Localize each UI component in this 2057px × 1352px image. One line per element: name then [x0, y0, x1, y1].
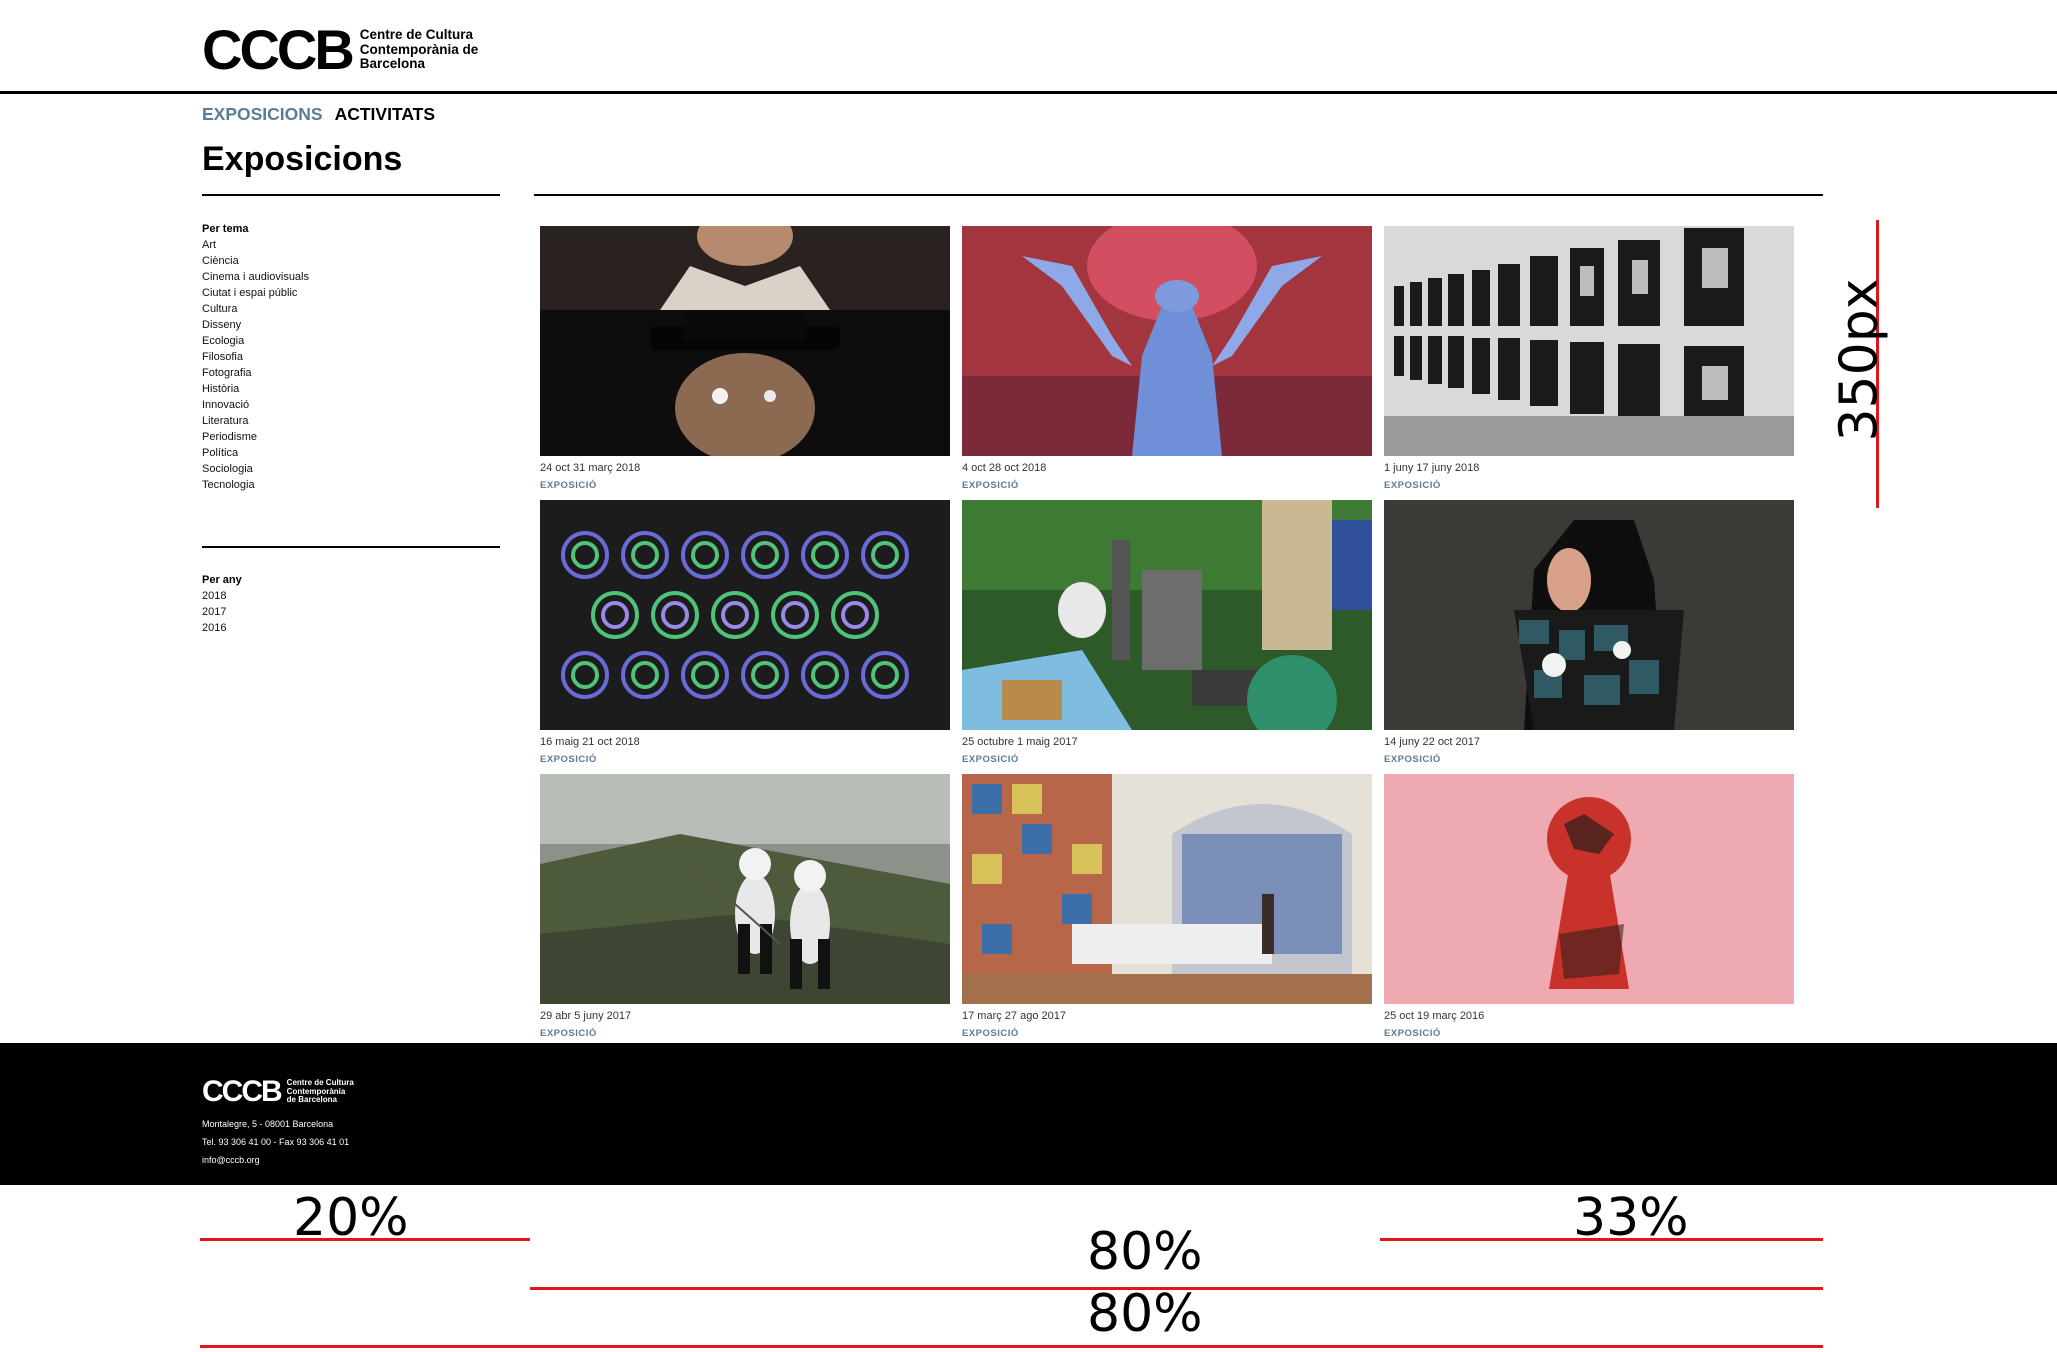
- nav-activitats[interactable]: ACTIVITATS: [334, 104, 436, 124]
- exhibition-image[interactable]: [540, 226, 950, 456]
- exhibition-dates: 29 abr 5 juny 2017: [540, 1010, 632, 1022]
- exhibition-dates: 1 juny 17 juny 2018: [1384, 462, 1480, 474]
- year-item[interactable]: 2017: [202, 606, 227, 618]
- footer-logo-line: Centre de Cultura: [286, 1078, 354, 1088]
- logo-line: Centre de Cultura: [359, 27, 474, 43]
- nav-exposicions[interactable]: EXPOSICIONS: [202, 104, 323, 124]
- exhibition-dates: 25 oct 19 març 2016: [1384, 1010, 1485, 1022]
- exhibition-card[interactable]: 25 octubre 1 maig 2017 EXPOSICIÓ: [962, 500, 1372, 765]
- footer-logo-line: Contemporània: [286, 1086, 346, 1096]
- exhibition-image[interactable]: [1384, 500, 1794, 730]
- year-list: 2018 2017 2016: [202, 588, 242, 636]
- topic-list: Art Ciència Cinema i audiovisuals Ciutat…: [202, 237, 309, 493]
- exhibition-dates: 16 maig 21 oct 2018: [540, 736, 640, 748]
- column-width-guide: [1380, 1238, 1823, 1241]
- exhibition-image[interactable]: [540, 774, 950, 1004]
- height-guide-label: 350px: [1810, 278, 1910, 442]
- topic-item[interactable]: Ciutat i espai públic: [202, 287, 298, 299]
- header-divider: [0, 91, 2057, 94]
- footer-phone: Tel. 93 306 41 00 - Fax 93 306 41 01: [202, 1137, 350, 1147]
- filter-by-topic: Per tema Art Ciència Cinema i audiovisua…: [202, 221, 309, 493]
- exhibition-type: EXPOSICIÓ: [962, 1028, 1019, 1039]
- topic-item[interactable]: Periodisme: [202, 431, 258, 443]
- height-guide-text: 350px: [1830, 278, 1891, 442]
- topic-item[interactable]: Cinema i audiovisuals: [202, 271, 309, 283]
- page-title: Exposicions: [202, 140, 403, 178]
- main-nav: EXPOSICIONS ACTIVITATS: [202, 104, 435, 125]
- exhibition-type: EXPOSICIÓ: [962, 754, 1019, 765]
- exhibition-type: EXPOSICIÓ: [540, 480, 597, 491]
- exhibition-dates: 14 juny 22 oct 2017: [1384, 736, 1481, 748]
- exhibition-type: EXPOSICIÓ: [962, 480, 1019, 491]
- topic-item[interactable]: Ciència: [202, 255, 239, 267]
- exhibition-card[interactable]: 16 maig 21 oct 2018 EXPOSICIÓ: [540, 500, 950, 765]
- exhibition-dates: 4 oct 28 oct 2018: [962, 462, 1047, 474]
- footer-logo-text: Centre de Cultura Contemporània de Barce…: [287, 1079, 354, 1105]
- exhibition-card[interactable]: 24 oct 31 març 2018 EXPOSICIÓ: [540, 226, 950, 491]
- logo-line: Barcelona: [359, 56, 426, 72]
- exhibition-image[interactable]: [962, 500, 1372, 730]
- exhibition-image[interactable]: [962, 774, 1372, 1004]
- cccb-logo[interactable]: CCCB Centre de Cultura Contemporània de …: [202, 22, 478, 78]
- footer-logo[interactable]: CCCB Centre de Cultura Contemporània de …: [202, 1077, 354, 1107]
- exhibition-type: EXPOSICIÓ: [540, 1028, 597, 1039]
- sidebar-divider-2: [202, 546, 500, 548]
- exhibition-type: EXPOSICIÓ: [540, 754, 597, 765]
- height-guide-line: [1876, 220, 1879, 508]
- footer-email[interactable]: info@cccb.org: [202, 1155, 260, 1165]
- year-item[interactable]: 2016: [202, 622, 227, 634]
- exhibition-dates: 24 oct 31 març 2018: [540, 462, 641, 474]
- site-footer: CCCB Centre de Cultura Contemporània de …: [0, 1043, 2057, 1185]
- filter-by-year: Per any 2018 2017 2016: [202, 572, 242, 636]
- main-width-label: 80%: [1087, 1222, 1203, 1282]
- topic-item[interactable]: Disseny: [202, 319, 242, 331]
- exhibition-image[interactable]: [962, 226, 1372, 456]
- exhibition-image[interactable]: [1384, 226, 1794, 456]
- main-divider: [534, 194, 1823, 196]
- logo-text: Centre de Cultura Contemporània de Barce…: [360, 28, 479, 72]
- exhibition-dates: 25 octubre 1 maig 2017: [962, 736, 1078, 748]
- exhibition-card[interactable]: 14 juny 22 oct 2017 EXPOSICIÓ: [1384, 500, 1794, 765]
- logo-mark: CCCB: [202, 18, 355, 81]
- exhibition-image[interactable]: [540, 500, 950, 730]
- exhibition-card[interactable]: 25 oct 19 març 2016 EXPOSICIÓ: [1384, 774, 1794, 1039]
- topic-item[interactable]: Tecnologia: [202, 479, 255, 491]
- topic-item[interactable]: Art: [202, 239, 217, 251]
- topic-item[interactable]: Política: [202, 447, 239, 459]
- exhibition-dates: 17 març 27 ago 2017: [962, 1010, 1066, 1022]
- exhibition-type: EXPOSICIÓ: [1384, 1028, 1441, 1039]
- topic-item[interactable]: Literatura: [202, 415, 249, 427]
- filter-topic-title: Per tema: [202, 223, 249, 235]
- exhibition-type: EXPOSICIÓ: [1384, 480, 1441, 491]
- sidebar-divider: [202, 194, 500, 196]
- topic-item[interactable]: Cultura: [202, 303, 238, 315]
- main-width-guide: [530, 1287, 1823, 1290]
- topic-item[interactable]: Filosofia: [202, 351, 243, 363]
- topic-item[interactable]: Història: [202, 383, 240, 395]
- topic-item[interactable]: Sociologia: [202, 463, 253, 475]
- exhibition-card[interactable]: 29 abr 5 juny 2017 EXPOSICIÓ: [540, 774, 950, 1039]
- logo-line: Contemporània de: [359, 41, 479, 57]
- exhibition-card[interactable]: 4 oct 28 oct 2018 EXPOSICIÓ: [962, 226, 1372, 491]
- footer-address: Montalegre, 5 - 08001 Barcelona: [202, 1119, 334, 1129]
- exhibition-image[interactable]: [1384, 774, 1794, 1004]
- exhibition-card[interactable]: 1 juny 17 juny 2018 EXPOSICIÓ: [1384, 226, 1794, 491]
- topic-item[interactable]: Ecologia: [202, 335, 245, 347]
- sidebar-width-guide: [200, 1238, 530, 1241]
- total-width-label: 80%: [1087, 1284, 1203, 1344]
- footer-logo-mark: CCCB: [202, 1075, 283, 1108]
- exhibition-card[interactable]: 17 març 27 ago 2017 EXPOSICIÓ: [962, 774, 1372, 1039]
- filter-year-title: Per any: [202, 574, 242, 586]
- topic-item[interactable]: Innovació: [202, 399, 250, 411]
- total-width-guide: [200, 1345, 1823, 1348]
- exhibition-type: EXPOSICIÓ: [1384, 754, 1441, 765]
- year-item[interactable]: 2018: [202, 590, 227, 602]
- topic-item[interactable]: Fotografia: [202, 367, 252, 379]
- footer-logo-line: de Barcelona: [286, 1095, 337, 1105]
